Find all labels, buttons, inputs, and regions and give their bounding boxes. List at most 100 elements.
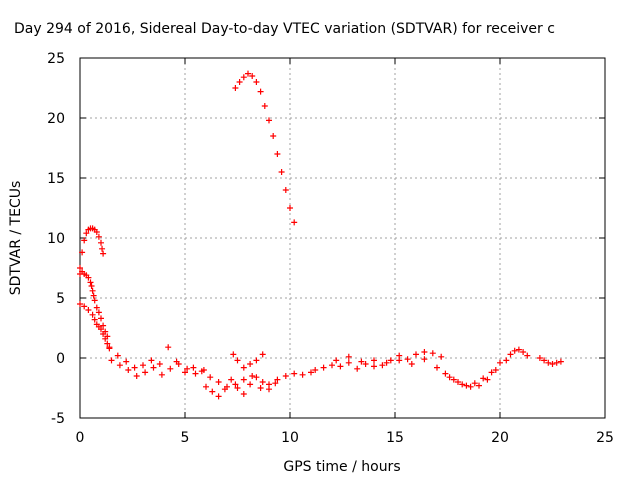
data-point: [89, 287, 96, 294]
data-point: [98, 239, 104, 246]
data-point: [77, 265, 83, 271]
data-point: [282, 373, 289, 379]
data-point: [192, 370, 199, 377]
data-point: [93, 304, 100, 311]
data-point: [232, 381, 239, 388]
data-point: [249, 73, 256, 79]
data-point: [480, 375, 487, 382]
data-point: [133, 373, 140, 379]
y-tick-label: 0: [56, 351, 65, 367]
data-point: [125, 367, 132, 373]
data-point: [463, 382, 470, 389]
data-point: [131, 364, 138, 371]
data-point: [81, 303, 88, 310]
data-point: [98, 315, 104, 322]
x-tick-label: 20: [491, 430, 509, 446]
data-point: [104, 340, 111, 347]
series-arc-12: [434, 359, 503, 390]
data-point: [507, 351, 514, 358]
data-point: [232, 85, 239, 91]
data-point: [100, 331, 107, 337]
data-point: [240, 376, 247, 383]
data-point: [383, 359, 390, 366]
data-point: [515, 346, 522, 353]
data-point: [102, 335, 109, 342]
data-point: [190, 364, 197, 371]
data-point: [81, 237, 88, 244]
series-arc-7: [203, 374, 279, 400]
series-arc-11: [333, 353, 428, 370]
data-point: [142, 369, 149, 376]
x-axis-label: GPS time / hours: [283, 459, 400, 475]
data-point: [259, 379, 266, 385]
data-point: [467, 383, 474, 390]
series-arc-4: [232, 70, 298, 226]
data-point: [520, 349, 527, 355]
data-point: [156, 361, 163, 367]
series-arc-9: [257, 369, 314, 391]
data-point: [329, 362, 335, 369]
data-point: [503, 357, 510, 364]
data-point: [446, 374, 453, 381]
data-point: [536, 355, 543, 361]
data-point: [91, 316, 98, 323]
y-tick-label: 10: [47, 231, 65, 247]
data-point: [371, 357, 377, 364]
data-point: [234, 357, 241, 364]
data-point: [158, 371, 165, 378]
data-point: [379, 362, 386, 369]
x-tick-label: 25: [596, 430, 614, 446]
data-point: [85, 274, 92, 281]
data-point: [100, 322, 107, 329]
data-point: [95, 309, 102, 316]
series-arc-15: [536, 355, 564, 367]
series-arc-3: [77, 301, 113, 351]
data-point: [89, 311, 96, 318]
data-point: [85, 307, 92, 313]
x-tick-label: 0: [76, 430, 85, 446]
data-point: [274, 151, 281, 157]
data-point: [421, 356, 428, 363]
data-point: [459, 381, 466, 388]
y-tick-label: 5: [56, 291, 65, 307]
data-point: [249, 373, 256, 379]
data-point: [266, 381, 272, 388]
data-point: [253, 374, 260, 381]
data-point: [247, 361, 254, 367]
data-point: [209, 388, 216, 395]
data-point: [93, 229, 100, 235]
data-point: [167, 365, 174, 372]
data-point: [261, 103, 268, 109]
data-point: [116, 362, 123, 369]
data-point: [236, 79, 243, 85]
data-point: [413, 351, 419, 358]
x-tick-label: 15: [386, 430, 404, 446]
data-point: [99, 245, 106, 252]
data-point: [165, 344, 172, 351]
data-point: [541, 357, 548, 364]
data-point: [299, 371, 306, 378]
data-point: [442, 370, 449, 377]
axis-tick-labels: 0 5 10 15 20 25 -5 0 5 10 15 20 25: [47, 51, 614, 446]
data-point: [291, 219, 298, 226]
data-point: [545, 359, 552, 366]
data-point: [429, 350, 436, 357]
data-point: [240, 364, 247, 371]
data-point: [123, 358, 130, 365]
data-point: [90, 292, 97, 299]
data-point: [549, 361, 556, 367]
data-point: [98, 326, 104, 333]
data-point: [278, 169, 285, 175]
data-point: [150, 364, 157, 371]
data-point: [240, 74, 247, 81]
data-point: [320, 364, 327, 371]
data-point: [148, 357, 155, 364]
data-point: [100, 250, 107, 257]
data-point: [354, 365, 361, 372]
data-point: [308, 369, 314, 376]
data-point: [497, 359, 503, 366]
data-point: [421, 349, 428, 355]
data-point: [221, 386, 228, 393]
data-point: [484, 376, 491, 383]
